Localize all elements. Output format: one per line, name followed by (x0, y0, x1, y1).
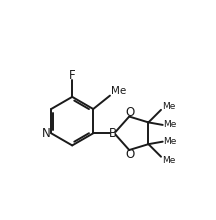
Text: Me: Me (164, 137, 177, 146)
Text: F: F (69, 69, 76, 82)
Text: O: O (125, 106, 134, 119)
Text: Me: Me (162, 156, 175, 165)
Text: O: O (125, 148, 134, 161)
Text: B: B (108, 127, 117, 140)
Text: Me: Me (164, 120, 177, 129)
Text: Me: Me (111, 86, 126, 96)
Text: N: N (42, 127, 51, 140)
Text: Me: Me (162, 102, 175, 111)
